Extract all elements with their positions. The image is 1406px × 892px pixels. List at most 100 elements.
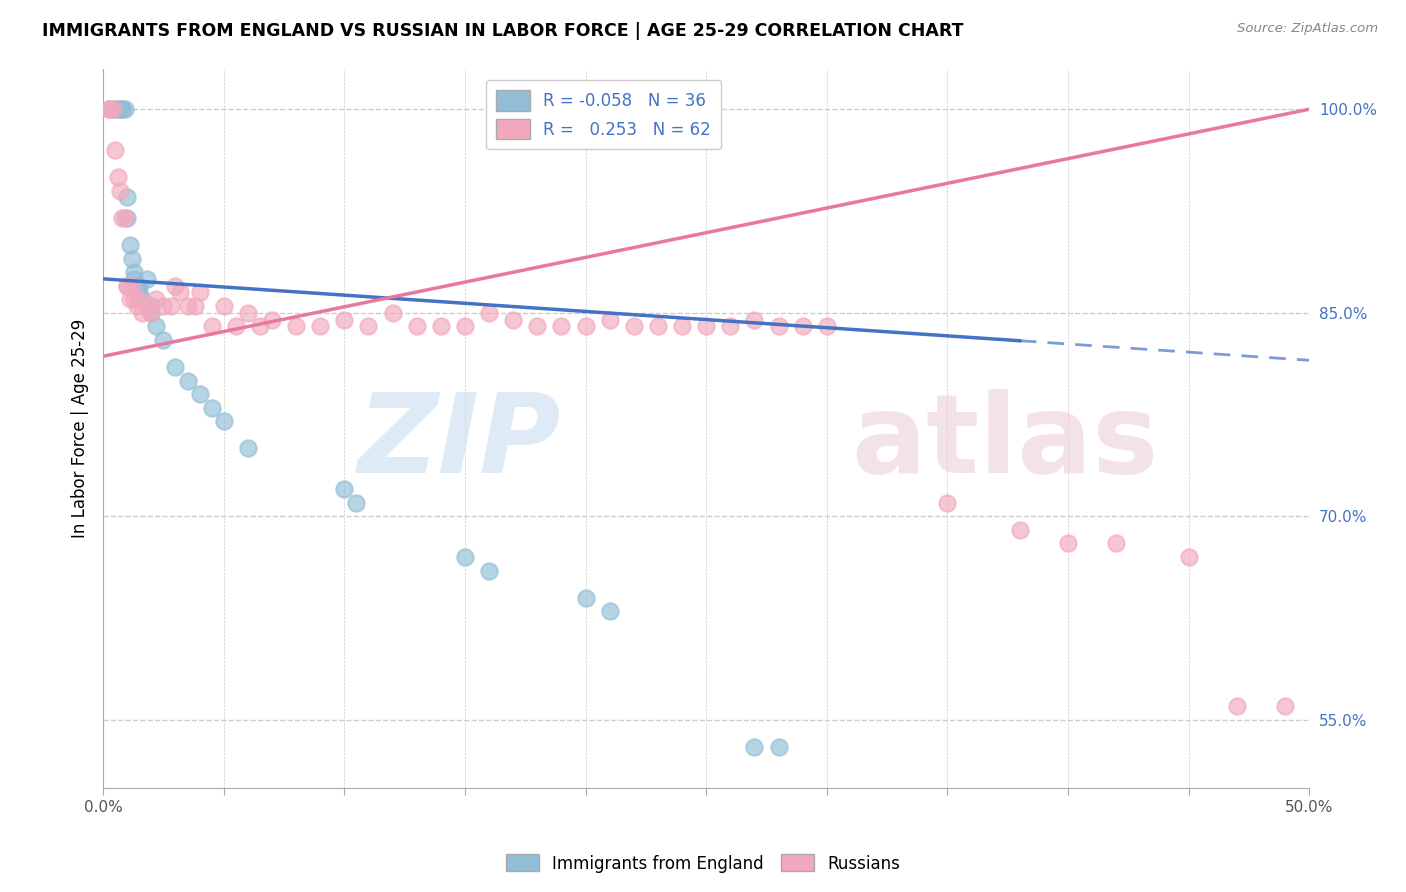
Point <box>98 102 121 116</box>
Point <box>141 306 163 320</box>
Point <box>118 292 141 306</box>
Point <box>1057 536 1080 550</box>
Point <box>1105 536 1128 550</box>
Text: Source: ZipAtlas.com: Source: ZipAtlas.com <box>1237 22 1378 36</box>
Point <box>111 102 134 116</box>
Point <box>176 299 198 313</box>
Text: IMMIGRANTS FROM ENGLAND VS RUSSIAN IN LABOR FORCE | AGE 25-29 CORRELATION CHART: IMMIGRANTS FROM ENGLAND VS RUSSIAN IN LA… <box>42 22 963 40</box>
Point <box>128 285 150 300</box>
Point <box>768 319 790 334</box>
Point <box>1008 523 1031 537</box>
Point <box>309 319 332 334</box>
Point <box>107 170 129 185</box>
Point <box>128 292 150 306</box>
Point <box>128 278 150 293</box>
Point <box>744 312 766 326</box>
Point <box>117 190 139 204</box>
Point <box>104 143 127 157</box>
Point <box>152 299 174 313</box>
Point <box>249 319 271 334</box>
Point <box>357 319 380 334</box>
Legend: Immigrants from England, Russians: Immigrants from England, Russians <box>499 847 907 880</box>
Point <box>212 414 235 428</box>
Point <box>145 292 167 306</box>
Point <box>430 319 453 334</box>
Point <box>101 102 124 116</box>
Point <box>121 278 143 293</box>
Point <box>344 496 367 510</box>
Point <box>124 265 146 279</box>
Point <box>695 319 717 334</box>
Point <box>165 360 187 375</box>
Point <box>98 102 121 116</box>
Point <box>141 299 163 313</box>
Point <box>815 319 838 334</box>
Point <box>108 184 131 198</box>
Y-axis label: In Labor Force | Age 25-29: In Labor Force | Age 25-29 <box>72 318 89 538</box>
Point <box>141 306 163 320</box>
Point <box>936 496 959 510</box>
Point <box>159 299 181 313</box>
Point <box>260 312 283 326</box>
Point <box>117 278 139 293</box>
Point <box>152 333 174 347</box>
Point <box>135 272 157 286</box>
Text: ZIP: ZIP <box>359 389 561 496</box>
Point <box>768 739 790 754</box>
Point <box>381 306 404 320</box>
Point <box>188 387 211 401</box>
Point <box>117 211 139 225</box>
Point <box>124 292 146 306</box>
Point <box>225 319 247 334</box>
Point <box>176 374 198 388</box>
Point <box>718 319 741 334</box>
Text: atlas: atlas <box>851 389 1159 496</box>
Point <box>526 319 548 334</box>
Point <box>165 278 187 293</box>
Point <box>131 306 153 320</box>
Point <box>792 319 814 334</box>
Point <box>671 319 693 334</box>
Point <box>454 319 477 334</box>
Point <box>121 252 143 266</box>
Point <box>111 211 134 225</box>
Point <box>169 285 191 300</box>
Point <box>131 292 153 306</box>
Point <box>125 299 148 313</box>
Point <box>285 319 308 334</box>
Point <box>333 312 356 326</box>
Point <box>124 272 146 286</box>
Point <box>405 319 427 334</box>
Point <box>236 306 259 320</box>
Point <box>117 278 139 293</box>
Point <box>744 739 766 754</box>
Point <box>145 319 167 334</box>
Point <box>599 604 621 618</box>
Point <box>108 102 131 116</box>
Point <box>574 591 596 605</box>
Point <box>236 442 259 456</box>
Point <box>574 319 596 334</box>
Point <box>104 102 127 116</box>
Point <box>478 564 501 578</box>
Point <box>118 238 141 252</box>
Point <box>1177 550 1199 565</box>
Point <box>1274 699 1296 714</box>
Point <box>97 102 120 116</box>
Point <box>201 319 224 334</box>
Point <box>1226 699 1249 714</box>
Point <box>647 319 669 334</box>
Point <box>333 482 356 496</box>
Point <box>550 319 572 334</box>
Point <box>114 211 136 225</box>
Point <box>135 299 157 313</box>
Point <box>107 102 129 116</box>
Point <box>454 550 477 565</box>
Point <box>623 319 645 334</box>
Point <box>478 306 501 320</box>
Point <box>212 299 235 313</box>
Point <box>125 278 148 293</box>
Point <box>502 312 524 326</box>
Point <box>184 299 207 313</box>
Point <box>599 312 621 326</box>
